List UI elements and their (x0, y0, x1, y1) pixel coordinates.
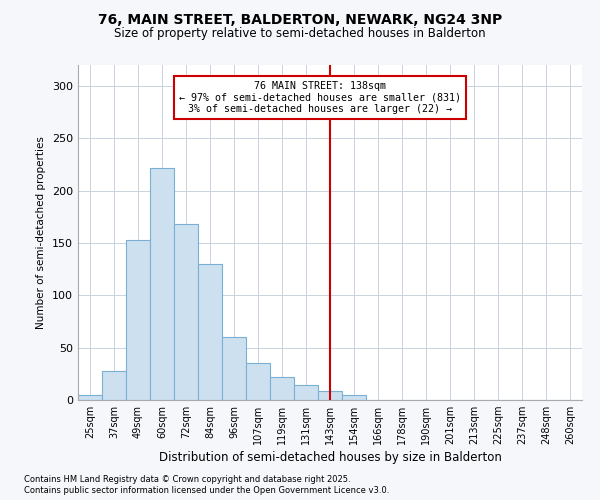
Text: Size of property relative to semi-detached houses in Balderton: Size of property relative to semi-detach… (114, 28, 486, 40)
Bar (150, 168, 174, 400)
Bar (342, 395, 366, 400)
Bar (102, 370, 126, 400)
Bar (246, 364, 270, 400)
Text: Contains public sector information licensed under the Open Government Licence v3: Contains public sector information licen… (24, 486, 389, 495)
X-axis label: Distribution of semi-detached houses by size in Balderton: Distribution of semi-detached houses by … (158, 452, 502, 464)
Text: 76, MAIN STREET, BALDERTON, NEWARK, NG24 3NP: 76, MAIN STREET, BALDERTON, NEWARK, NG24… (98, 12, 502, 26)
Bar (78, 395, 102, 400)
Y-axis label: Number of semi-detached properties: Number of semi-detached properties (37, 136, 46, 329)
Text: 76 MAIN STREET: 138sqm
← 97% of semi-detached houses are smaller (831)
3% of sem: 76 MAIN STREET: 138sqm ← 97% of semi-det… (179, 80, 461, 114)
Bar (222, 337, 246, 400)
Bar (270, 377, 294, 400)
Bar (174, 224, 198, 400)
Bar (294, 386, 318, 400)
Bar (318, 390, 342, 400)
Bar (198, 264, 222, 400)
Bar (126, 240, 150, 400)
Text: Contains HM Land Registry data © Crown copyright and database right 2025.: Contains HM Land Registry data © Crown c… (24, 475, 350, 484)
